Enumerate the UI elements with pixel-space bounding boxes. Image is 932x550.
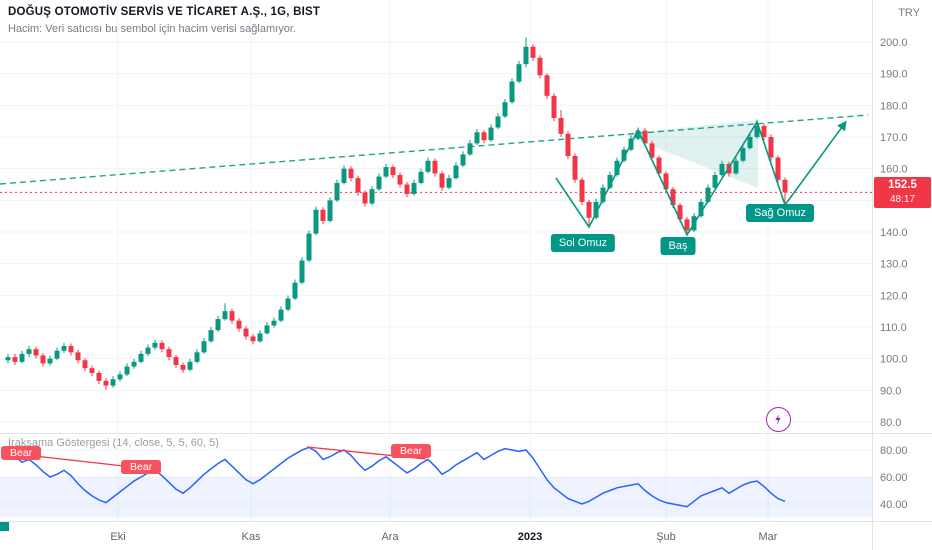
svg-text:130.0: 130.0 <box>880 259 908 271</box>
time-axis-label: Ara <box>381 531 399 543</box>
bear-label[interactable]: Bear <box>121 460 162 474</box>
time-scale[interactable] <box>0 522 872 550</box>
svg-text:190.0: 190.0 <box>880 69 908 81</box>
last-price-badge[interactable]: 152.5 48:17 <box>874 177 931 208</box>
svg-text:110.0: 110.0 <box>880 322 907 334</box>
volume-notice: Hacim: Veri satıcısı bu sembol için haci… <box>8 23 296 35</box>
lightning-icon <box>775 414 781 425</box>
svg-text:180.0: 180.0 <box>880 100 908 112</box>
pattern-label[interactable]: Sağ Omuz <box>746 204 814 222</box>
symbol-title[interactable]: DOĞUŞ OTOMOTİV SERVİS VE TİCARET A.Ş., 1… <box>8 6 321 18</box>
svg-text:80.0: 80.0 <box>880 417 901 429</box>
price-scale[interactable] <box>873 0 932 521</box>
svg-text:160.0: 160.0 <box>880 164 908 176</box>
pattern-label[interactable]: Baş <box>660 237 696 255</box>
svg-text:60.00: 60.00 <box>880 472 908 484</box>
time-axis-label: Mar <box>758 531 778 543</box>
svg-text:100.0: 100.0 <box>880 354 908 366</box>
oscillator-band <box>0 477 872 518</box>
price-scale-separator <box>872 0 873 550</box>
lightning-icon-button[interactable] <box>766 407 791 432</box>
chart-legend: DOĞUŞ OTOMOTİV SERVİS VE TİCARET A.Ş., 1… <box>8 6 320 35</box>
time-axis-label: Şub <box>656 531 676 543</box>
bear-label[interactable]: Bear <box>391 444 432 458</box>
svg-text:90.0: 90.0 <box>880 385 901 397</box>
gridlines <box>0 0 872 521</box>
corner-marker <box>0 522 9 531</box>
trendline[interactable] <box>0 114 869 185</box>
pane-separator[interactable] <box>0 433 932 434</box>
svg-text:140.0: 140.0 <box>880 227 908 239</box>
svg-text:170.0: 170.0 <box>880 132 908 144</box>
indicator-legend[interactable]: Iraksama Göstergesi (14, close, 5, 5, 60… <box>8 437 219 449</box>
candles <box>5 37 788 390</box>
oscillator-line <box>7 446 786 508</box>
bar-countdown: 48:17 <box>889 194 916 205</box>
svg-text:40.00: 40.00 <box>880 499 908 511</box>
svg-text:80.00: 80.00 <box>880 445 908 457</box>
time-axis-label: 2023 <box>517 531 543 543</box>
time-scale-separator <box>0 521 932 522</box>
bear-label[interactable]: Bear <box>1 446 42 460</box>
time-axis-label: Eki <box>110 531 126 543</box>
scale-labels: 200.0 190.0 180.0 170.0 160.0 140.0 130.0 120.0… <box>880 37 908 511</box>
svg-text:120.0: 120.0 <box>880 290 908 302</box>
time-axis-label: Kas <box>241 531 261 543</box>
svg-text:200.0: 200.0 <box>880 37 908 49</box>
pattern-label[interactable]: Sol Omuz <box>550 234 616 252</box>
currency-label: TRY <box>898 7 920 19</box>
last-price-value: 152.5 <box>888 179 917 191</box>
